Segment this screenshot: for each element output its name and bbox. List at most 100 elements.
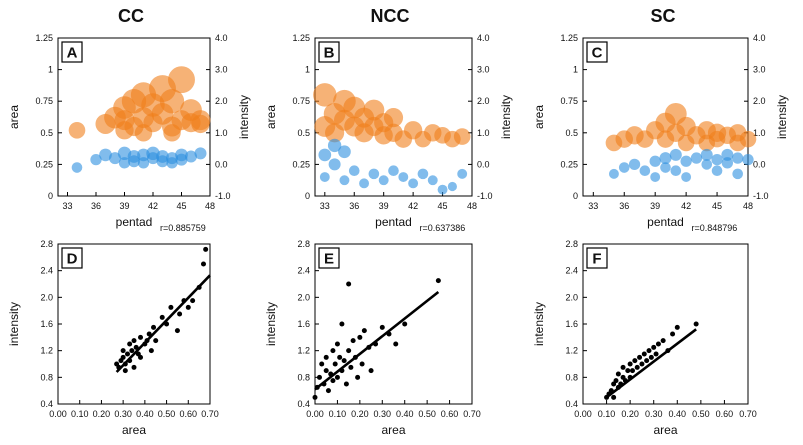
y-tick-label: 1.25 (292, 33, 310, 43)
y-axis-label: area (264, 105, 278, 129)
plot-frame (582, 37, 749, 197)
x-tick-label: 0.10 (598, 409, 616, 419)
y2-tick-label: 1.0 (215, 128, 228, 138)
column-title: CC (118, 6, 144, 26)
scatter-point (402, 321, 408, 327)
y-tick-label: 0 (305, 191, 310, 201)
x-tick-label: 45 (712, 201, 722, 211)
x-tick-label: 0.60 (716, 409, 734, 419)
scatter-point (185, 304, 191, 310)
panel-letter: B (324, 45, 335, 62)
y2-axis-label: intensity (775, 95, 789, 139)
y2-tick-label: 3.0 (215, 65, 228, 75)
bubble-intensity (681, 172, 692, 182)
y-tick-label: 2.0 (40, 292, 53, 302)
scatter-point (343, 381, 349, 387)
panel-E: 0.00 0.10 0.20 0.30 0.40 0.50 0.60 0.70 0.4 0.8 1.… (264, 223, 481, 437)
x-axis-label: area (122, 423, 146, 437)
x-tick-label: 0.00 (574, 409, 592, 419)
x-axis-label: pentad (116, 215, 153, 229)
scatter-point (334, 341, 340, 347)
bubble-area (134, 124, 153, 142)
x-tick-label: 0.00 (306, 409, 324, 419)
scatter-point (348, 364, 354, 370)
y2-tick-label: 2.0 (753, 96, 766, 106)
scatter-point (200, 261, 206, 267)
x-tick-label: 36 (619, 201, 629, 211)
y-tick-label: 2.0 (565, 292, 578, 302)
x-tick-label: 48 (743, 201, 753, 211)
bubble-intensity (408, 178, 419, 189)
x-axis-label: pentad (647, 215, 684, 229)
scatter-point (319, 361, 325, 367)
bubble-intensity (649, 155, 661, 167)
scatter-point (653, 351, 659, 357)
bubble-intensity (700, 148, 713, 161)
y-tick-label: 1.2 (40, 346, 53, 356)
bubble-intensity (457, 168, 468, 179)
y2-tick-label: 4.0 (753, 33, 766, 43)
scatter-point (359, 361, 365, 367)
panel-letter-box (586, 41, 608, 63)
bubble-intensity (690, 152, 703, 164)
scatter-point (693, 321, 699, 327)
column-title: SC (650, 6, 675, 26)
y-tick-label: 0.8 (565, 372, 578, 382)
y-axis-label: area (7, 105, 21, 129)
bubble-intensity (427, 175, 438, 186)
scatter-point (627, 361, 633, 367)
scatter-point (637, 354, 643, 360)
regression-line (115, 274, 211, 373)
scatter-point (122, 368, 128, 374)
y2-tick-label: -1.0 (477, 191, 493, 201)
y2-tick-label: 0.0 (753, 159, 766, 169)
x-tick-label: 0.50 (692, 409, 710, 419)
bubble-area (453, 128, 471, 145)
y2-tick-label: 2.0 (477, 96, 490, 106)
panel-B: 33 36 39 42 45 48 0 0.25 0.5 0.75 1 1.25 -1.0 0.0 1.0 2… (264, 33, 513, 229)
bubble-intensity (650, 172, 661, 182)
bubble-intensity (437, 184, 448, 195)
bubble-area (168, 66, 195, 94)
panel-letter-box (586, 247, 608, 269)
bubble-area (159, 89, 185, 114)
plot-frame (314, 37, 473, 197)
y-axis-label: intensity (7, 302, 21, 346)
y-tick-label: 0.5 (565, 128, 578, 138)
y2-tick-label: 0.0 (215, 159, 228, 169)
x-tick-label: 39 (650, 201, 660, 211)
bubble-intensity (339, 175, 350, 186)
scatter-point (153, 338, 159, 344)
x-tick-label: 45 (176, 201, 186, 211)
y-tick-label: 0.4 (565, 399, 578, 409)
scatter-point (120, 348, 126, 354)
panel-letter: E (324, 251, 334, 268)
x-tick-label: 33 (320, 201, 330, 211)
scatter-point (346, 281, 352, 287)
bubble-intensity (388, 165, 399, 177)
plot-frame (582, 243, 749, 405)
x-tick-label: 42 (148, 201, 158, 211)
y2-axis-label: intensity (499, 95, 513, 139)
bubble-intensity (99, 148, 112, 162)
scatter-point (334, 374, 340, 380)
x-tick-label: 48 (467, 201, 477, 211)
scatter-point (435, 278, 441, 284)
y-tick-label: 2.4 (297, 266, 310, 276)
scatter-point (655, 341, 661, 347)
bubble-intensity (680, 155, 692, 167)
bubble-intensity (137, 157, 150, 169)
y-tick-label: 0.25 (560, 159, 578, 169)
panel-C: 33 36 39 42 45 48 0 0.25 0.5 0.75 1 1.25 -1.0 0.0 1.0 2… (532, 33, 789, 229)
y2-tick-label: 1.0 (753, 128, 766, 138)
correlation-label: r=0.848796 (692, 223, 738, 233)
x-tick-label: 0.40 (136, 409, 154, 419)
scatter-point (615, 371, 621, 377)
y-tick-label: 0 (48, 191, 53, 201)
bubble-intensity (185, 150, 197, 163)
y2-tick-label: 2.0 (215, 96, 228, 106)
panel-A: 33 36 39 42 45 48 0 0.25 0.5 0.75 1 1.25 -1.0 0.0 1.0 2… (7, 33, 251, 229)
bubble-intensity (447, 181, 457, 192)
panel-letter: F (592, 251, 601, 268)
y-tick-label: 2.4 (40, 266, 53, 276)
